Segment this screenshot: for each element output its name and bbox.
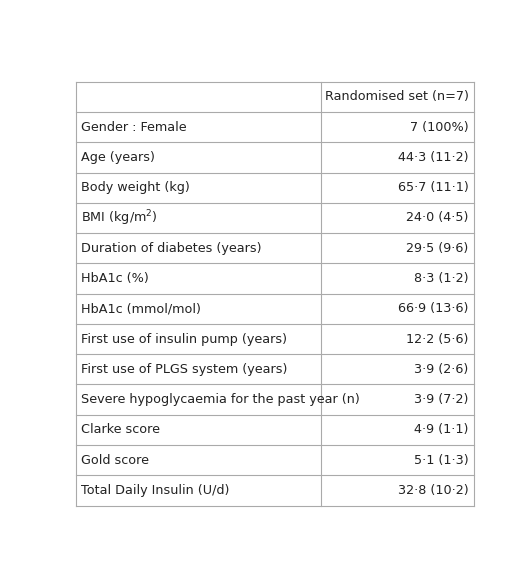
Text: First use of insulin pump (years): First use of insulin pump (years) (81, 332, 287, 346)
Text: 8·3 (1·2): 8·3 (1·2) (414, 272, 469, 285)
Text: 24·0 (4·5): 24·0 (4·5) (406, 211, 469, 224)
Text: 7 (100%): 7 (100%) (410, 121, 469, 134)
Text: 66·9 (13·6): 66·9 (13·6) (398, 302, 469, 315)
Text: Randomised set (n=7): Randomised set (n=7) (325, 91, 469, 103)
Text: 65·7 (11·1): 65·7 (11·1) (398, 181, 469, 194)
Text: Body weight (kg): Body weight (kg) (81, 181, 190, 194)
Text: Total Daily Insulin (U/d): Total Daily Insulin (U/d) (81, 484, 229, 497)
Text: BMI (kg/m$^2$): BMI (kg/m$^2$) (81, 208, 157, 228)
Text: 12·2 (5·6): 12·2 (5·6) (406, 332, 469, 346)
Text: Age (years): Age (years) (81, 151, 155, 164)
Text: Severe hypoglycaemia for the past year (n): Severe hypoglycaemia for the past year (… (81, 393, 360, 406)
Text: 3·9 (2·6): 3·9 (2·6) (414, 363, 469, 376)
Text: First use of PLGS system (years): First use of PLGS system (years) (81, 363, 287, 376)
Text: 5·1 (1·3): 5·1 (1·3) (414, 454, 469, 467)
Text: Gold score: Gold score (81, 454, 149, 467)
Text: 29·5 (9·6): 29·5 (9·6) (406, 242, 469, 254)
Text: 32·8 (10·2): 32·8 (10·2) (398, 484, 469, 497)
Text: Clarke score: Clarke score (81, 424, 160, 436)
Text: HbA1c (mmol/mol): HbA1c (mmol/mol) (81, 302, 201, 315)
Text: Gender : Female: Gender : Female (81, 121, 187, 134)
Text: 4·9 (1·1): 4·9 (1·1) (414, 424, 469, 436)
Text: Duration of diabetes (years): Duration of diabetes (years) (81, 242, 261, 254)
Text: 3·9 (7·2): 3·9 (7·2) (414, 393, 469, 406)
Text: HbA1c (%): HbA1c (%) (81, 272, 148, 285)
Text: 44·3 (11·2): 44·3 (11·2) (398, 151, 469, 164)
